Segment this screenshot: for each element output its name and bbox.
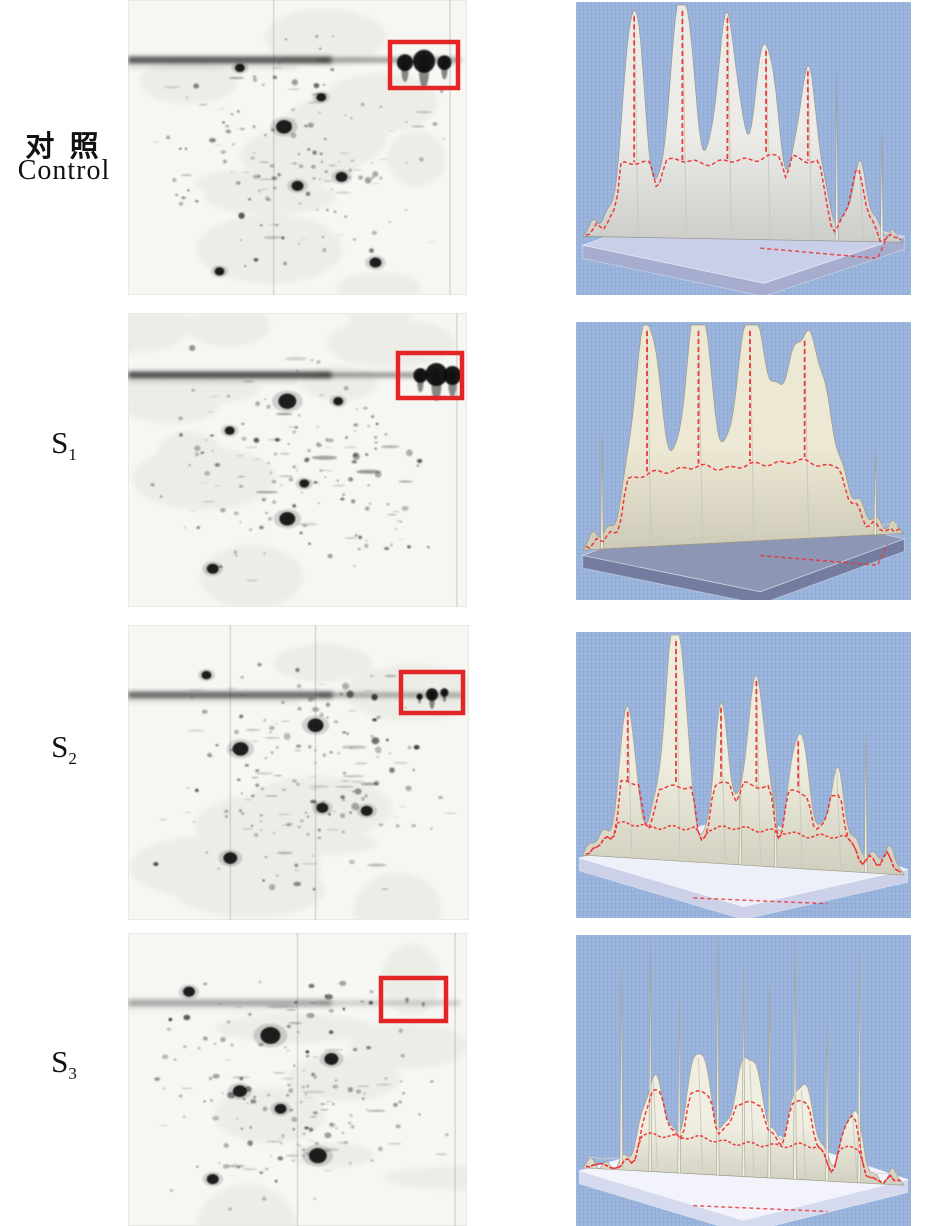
- highlight-box: [398, 669, 466, 716]
- surface-3d-s2: [576, 632, 911, 918]
- highlight-box: [378, 975, 449, 1024]
- s2-subscript: 2: [68, 749, 77, 769]
- surface-3d-control: [576, 2, 911, 295]
- surface-3d-s3: [576, 935, 911, 1226]
- s2-letter: S: [51, 729, 69, 764]
- row-label-s1: S1: [0, 425, 128, 465]
- gel-image-s2: [128, 625, 469, 920]
- row-label-control-zh: 对 照: [25, 131, 103, 163]
- gel-image-s3: [128, 933, 467, 1226]
- highlight-box: [387, 39, 461, 91]
- s1-letter: S: [51, 425, 69, 460]
- s3-letter: S: [51, 1044, 69, 1079]
- gel-image-control: [128, 0, 467, 295]
- row-label-s3: S3: [0, 1044, 128, 1084]
- row-label-control-en: Control: [17, 155, 111, 186]
- gel-image-s1: [128, 313, 467, 607]
- surface-3d-s1: [576, 322, 911, 600]
- row-label-s2: S2: [0, 729, 128, 769]
- highlight-box: [395, 350, 465, 401]
- s3-subscript: 3: [68, 1064, 77, 1084]
- s1-subscript: 1: [68, 445, 77, 465]
